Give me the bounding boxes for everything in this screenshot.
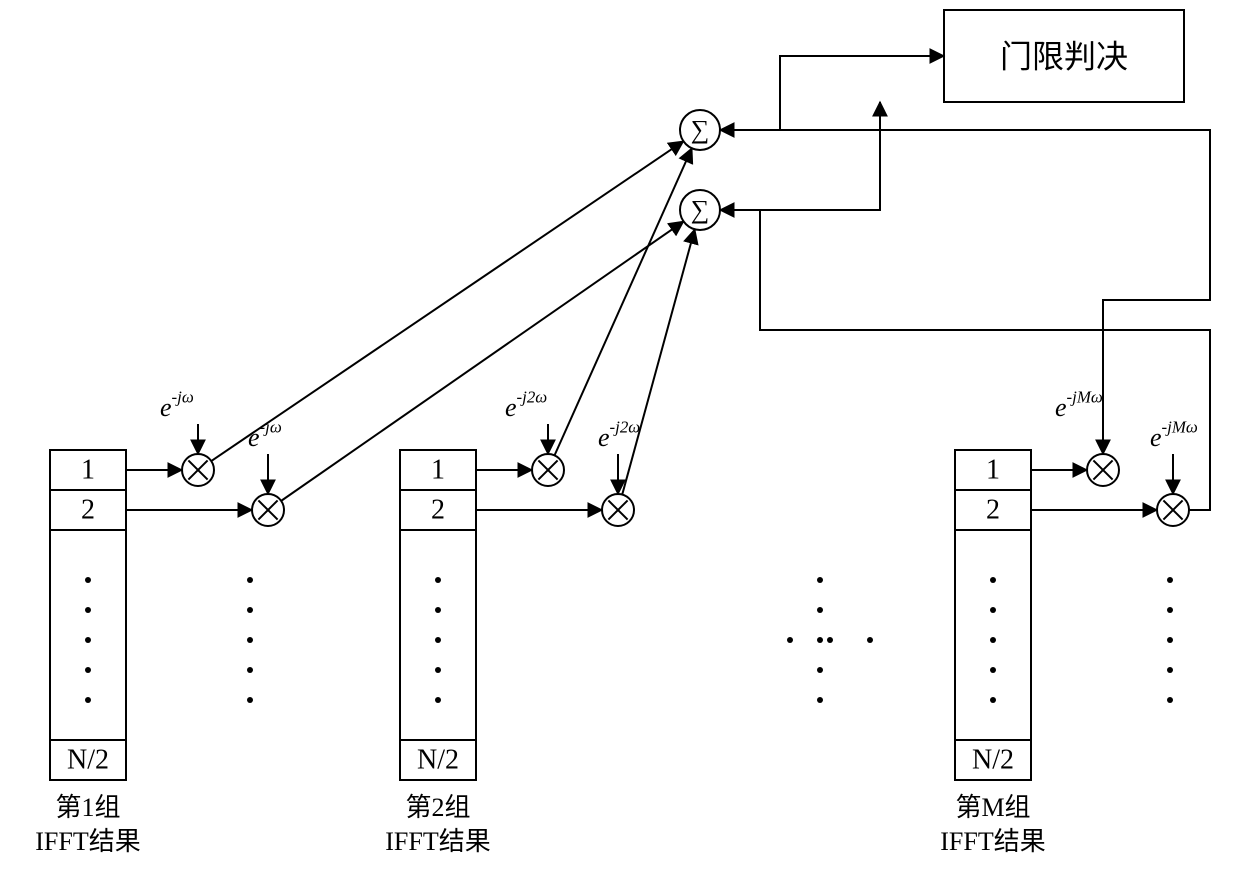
group-caption-1: 第2组: [405, 793, 470, 822]
ifft-vdots: [435, 577, 441, 583]
exp-label-M-1: e-jMω: [1055, 387, 1103, 422]
exp-label-1-1: e-jω: [160, 387, 194, 422]
ifft-cell-label: 1: [431, 454, 445, 485]
ifft-vdots: [85, 607, 91, 613]
exp-label-M-2: e-jMω: [1150, 417, 1198, 452]
sum-glyph: ∑: [691, 115, 710, 144]
ifft-vdots: [85, 667, 91, 673]
right-vdots: [817, 577, 823, 583]
right-vdots: [247, 637, 253, 643]
group-caption-2: IFFT结果: [35, 827, 140, 856]
edge-gM-m2-sumbot: [720, 210, 1210, 510]
ifft-cell-label: 2: [431, 494, 445, 525]
right-vdots: [247, 607, 253, 613]
edge-g2-m2-sumbot: [622, 229, 695, 494]
ifft-vdots: [435, 697, 441, 703]
exp-label-1-2: e-jω: [248, 417, 282, 452]
right-vdots: [817, 607, 823, 613]
edge-gM-m1-sumtop: [720, 130, 1210, 454]
ifft-cell-label: 1: [81, 454, 95, 485]
ifft-vdots: [990, 637, 996, 643]
ifft-vdots: [990, 577, 996, 583]
group-caption-1: 第M组: [955, 793, 1030, 822]
edge-g1-m2-sumbot: [281, 221, 683, 500]
right-vdots: [1167, 697, 1173, 703]
right-vdots: [1167, 577, 1173, 583]
edge-g2-m1-sumtop: [555, 148, 692, 455]
group-caption-2: IFFT结果: [940, 827, 1045, 856]
sum-glyph: ∑: [691, 195, 710, 224]
right-vdots: [1167, 607, 1173, 613]
ifft-mid-box: [400, 530, 476, 740]
ifft-cell-bottom-label: N/2: [972, 744, 1014, 775]
ifft-cell-label: 2: [986, 494, 1000, 525]
decision-label: 门限判决: [1000, 38, 1128, 74]
ifft-vdots: [85, 577, 91, 583]
right-vdots: [817, 697, 823, 703]
between-groups-hdots: [787, 637, 793, 643]
ifft-vdots: [990, 667, 996, 673]
right-vdots: [247, 697, 253, 703]
ifft-vdots: [435, 607, 441, 613]
edge-g1-m1-sumtop: [211, 141, 683, 461]
diagram-canvas: 门限判决 ∑ ∑ 1 2 N/2 第1组 IFFT结果 e-jω e-jω 1 2 N/2 第2组 IFFT…: [0, 0, 1239, 880]
ifft-mid-box: [955, 530, 1031, 740]
ifft-cell-bottom-label: N/2: [67, 744, 109, 775]
between-groups-hdots: [827, 637, 833, 643]
right-vdots: [1167, 637, 1173, 643]
ifft-cell-bottom-label: N/2: [417, 744, 459, 775]
right-vdots: [1167, 667, 1173, 673]
between-groups-hdots: [867, 637, 873, 643]
ifft-vdots: [85, 637, 91, 643]
ifft-vdots: [990, 697, 996, 703]
ifft-vdots: [990, 607, 996, 613]
right-vdots: [817, 667, 823, 673]
group-caption-1: 第1组: [55, 793, 120, 822]
exp-label-2-2: e-j2ω: [598, 417, 640, 452]
right-vdots: [247, 667, 253, 673]
right-vdots: [817, 637, 823, 643]
right-vdots: [247, 577, 253, 583]
edge-sumbot-to-decision: [720, 102, 880, 210]
exp-label-2-1: e-j2ω: [505, 387, 547, 422]
edge-sumtop-to-decision: [720, 56, 944, 130]
ifft-mid-box: [50, 530, 126, 740]
ifft-vdots: [435, 637, 441, 643]
ifft-cell-label: 1: [986, 454, 1000, 485]
ifft-vdots: [85, 697, 91, 703]
ifft-vdots: [435, 667, 441, 673]
group-caption-2: IFFT结果: [385, 827, 490, 856]
ifft-cell-label: 2: [81, 494, 95, 525]
